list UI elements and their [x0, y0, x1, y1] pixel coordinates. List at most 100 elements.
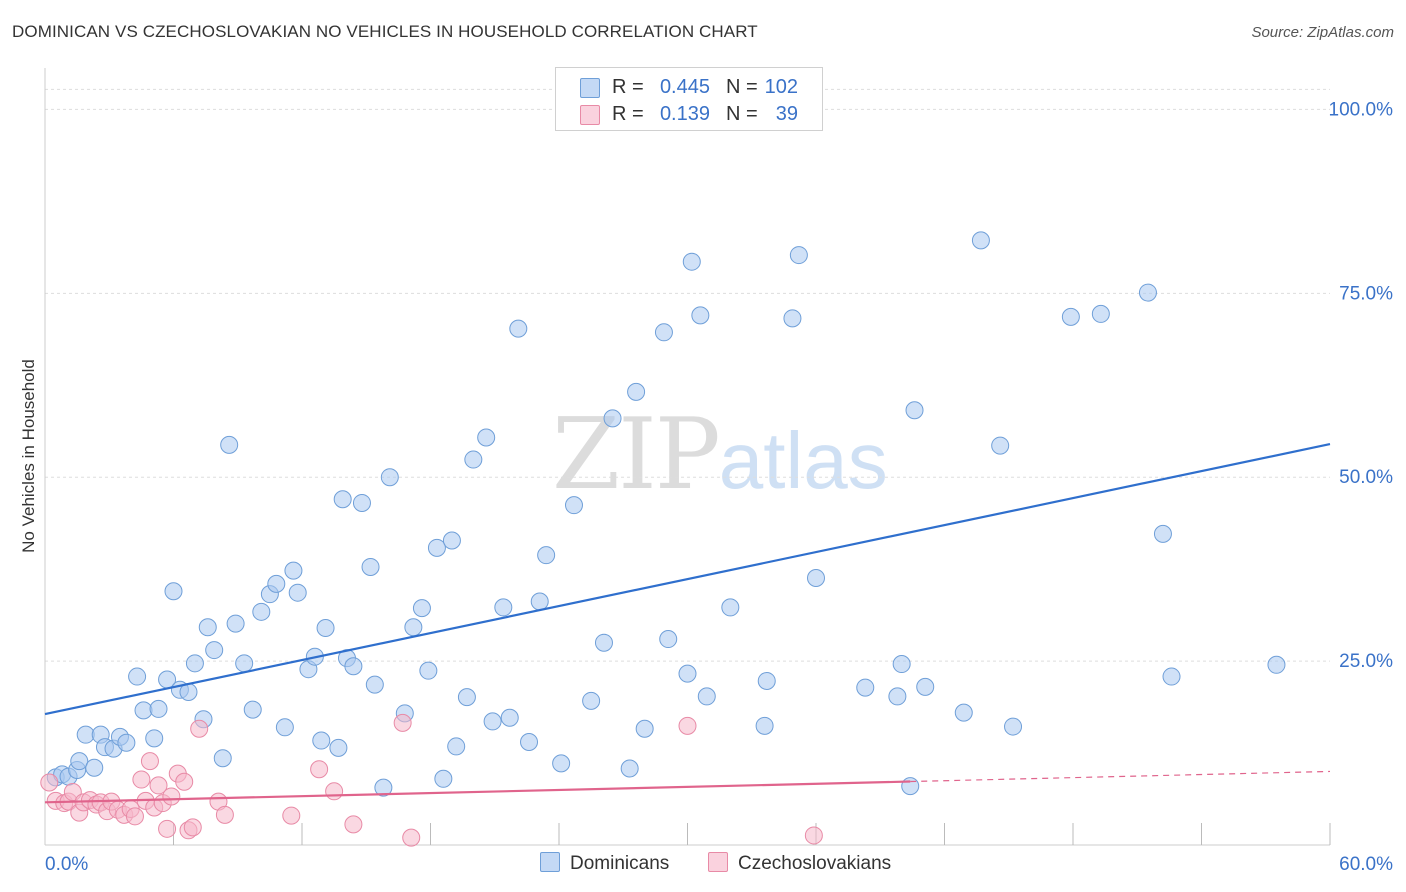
dominican-point	[620, 759, 639, 778]
dominican-point	[477, 428, 496, 447]
dominican-point	[235, 654, 254, 673]
dominican-point	[682, 252, 701, 271]
czechoslovakian-point	[40, 773, 59, 792]
dominican-point	[117, 733, 136, 752]
dominican-point	[464, 450, 483, 469]
czechoslovakian-point	[158, 819, 177, 838]
legend-n-value: 39	[775, 103, 798, 125]
dominican-point	[267, 574, 286, 593]
dominican-point	[434, 769, 453, 788]
czechoslovakian-point	[175, 772, 194, 791]
dominican-point	[352, 493, 371, 512]
dominican-point	[316, 619, 335, 638]
dominican-point	[419, 661, 438, 680]
dominican-trend-line	[44, 443, 1331, 716]
legend-r-value: 0.445	[659, 76, 710, 98]
dominican-point	[85, 758, 104, 777]
czechoslovakian-point	[215, 805, 234, 824]
dominican-point	[198, 618, 217, 637]
dominican-point	[374, 778, 393, 797]
dominican-point	[1091, 304, 1110, 323]
dominican-point	[412, 599, 431, 618]
dominican-point	[205, 641, 224, 660]
dominican-point	[220, 435, 239, 454]
legend-r-label: R =	[612, 103, 644, 125]
czechoslovakian-point	[678, 716, 697, 735]
dominican-point	[213, 749, 232, 768]
bottom-legend-swatch-pink	[708, 852, 728, 872]
dominican-point	[635, 719, 654, 738]
czechoslovakian-point	[149, 776, 168, 795]
legend-r-label: R =	[612, 76, 644, 98]
czechoslovakian-point	[190, 719, 209, 738]
correlation-legend: R = 0.445 N = 102 R = 0.139 N = 39	[555, 67, 823, 131]
source-label: Source: ZipAtlas.com	[1251, 24, 1394, 41]
czechoslovakian-point	[344, 815, 363, 834]
dominican-point	[380, 468, 399, 487]
czechoslovakian-point	[282, 806, 301, 825]
y-tick-label: 50.0%	[1339, 467, 1393, 488]
bottom-legend-dominicans: Dominicans	[540, 852, 669, 875]
dominican-point	[654, 323, 673, 342]
dominican-point	[1267, 655, 1286, 674]
czechoslovakian-point	[325, 782, 344, 801]
dominican-point	[991, 436, 1010, 455]
dominican-point	[500, 708, 519, 727]
dominican-point	[442, 531, 461, 550]
watermark-atlas: atlas	[718, 416, 888, 505]
dominican-point	[1061, 307, 1080, 326]
dominican-point	[275, 718, 294, 737]
dominican-point	[552, 754, 571, 773]
dominican-point	[530, 592, 549, 611]
legend-row-czechoslovakians: R = 0.139 N = 39	[556, 101, 822, 129]
dominican-point	[721, 598, 740, 617]
czechoslovakian-trend-line	[44, 780, 911, 804]
dominican-point	[1153, 524, 1172, 543]
x-tick-label: 0.0%	[45, 854, 88, 875]
dominican-point	[901, 777, 920, 796]
dominican-point	[145, 729, 164, 748]
x-tick-label: 60.0%	[1339, 854, 1393, 875]
bottom-legend-label: Czechoslovakians	[738, 853, 892, 874]
bottom-legend-swatch-blue	[540, 852, 560, 872]
bottom-legend-label: Dominicans	[570, 853, 670, 874]
dominican-point	[333, 490, 352, 509]
chart-title: DOMINICAN VS CZECHOSLOVAKIAN NO VEHICLES…	[12, 22, 758, 41]
dominican-point	[856, 678, 875, 697]
czechoslovakian-point	[125, 807, 144, 826]
dominican-point	[226, 614, 245, 633]
dominican-point	[954, 703, 973, 722]
czechoslovakian-trend-extension	[910, 770, 1331, 783]
dominican-point	[697, 687, 716, 706]
watermark: ZIPatlas	[552, 398, 888, 512]
dominican-point	[757, 671, 776, 690]
dominican-point	[582, 691, 601, 710]
legend-r-value: 0.139	[659, 103, 710, 125]
dominican-point	[76, 725, 95, 744]
czechoslovakian-point	[804, 826, 823, 845]
y-tick-label: 75.0%	[1339, 283, 1393, 304]
dominican-point	[905, 401, 924, 420]
dominican-point	[783, 309, 802, 328]
dominican-point	[678, 664, 697, 683]
dominican-point	[447, 737, 466, 756]
dominican-point	[627, 382, 646, 401]
dominican-point	[537, 546, 556, 565]
dominican-point	[755, 716, 774, 735]
dominican-point	[128, 667, 147, 686]
dominican-point	[483, 712, 502, 731]
legend-n-value: 102	[764, 76, 798, 98]
czechoslovakian-point	[183, 818, 202, 837]
y-axis-title: No Vehicles in Household	[19, 359, 38, 553]
legend-row-dominicans: R = 0.445 N = 102	[556, 74, 822, 102]
dominican-point	[494, 598, 513, 617]
dominican-point	[1004, 717, 1023, 736]
y-tick-label: 25.0%	[1339, 651, 1393, 672]
dominican-point	[164, 582, 183, 601]
czechoslovakian-point	[310, 760, 329, 779]
dominican-point	[659, 630, 678, 649]
dominican-point	[509, 319, 528, 338]
dominican-point	[594, 633, 613, 652]
watermark-zip: ZIP	[552, 398, 721, 512]
